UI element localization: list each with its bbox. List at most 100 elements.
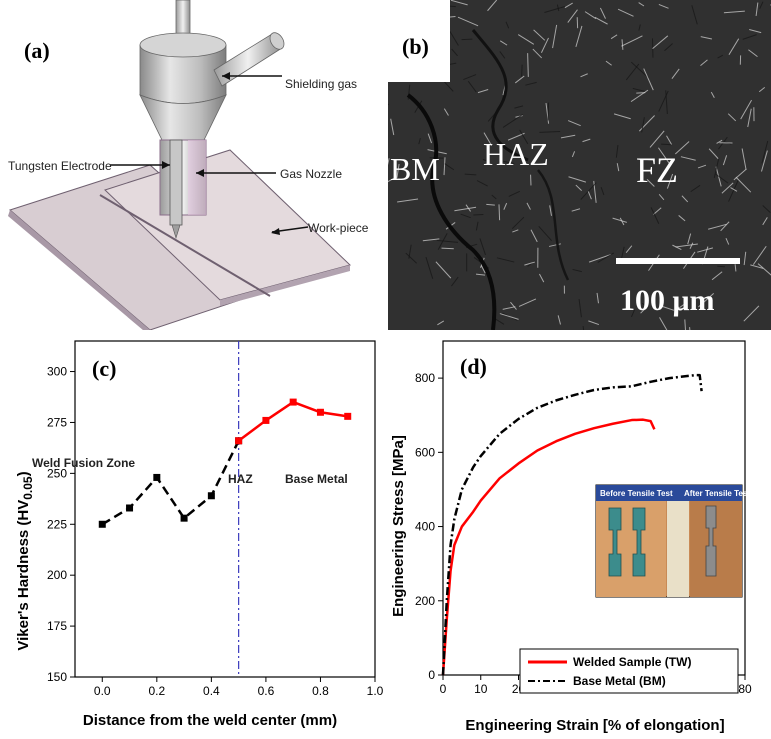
micrograph-lath bbox=[530, 229, 538, 243]
micrograph-lath bbox=[479, 238, 486, 256]
micrograph-lath bbox=[721, 182, 734, 194]
y-tick-label: 225 bbox=[47, 517, 67, 531]
micrograph-lath bbox=[723, 10, 745, 14]
micrograph-lath bbox=[526, 202, 531, 210]
micrograph-lath bbox=[482, 158, 490, 163]
panel-a-schematic: (a) Shielding gas Tungsten Electrode Gas… bbox=[0, 0, 380, 330]
chart-c-ylabel-main: Viker's Hardness (HV bbox=[15, 500, 32, 651]
micrograph-lath bbox=[499, 51, 506, 59]
micrograph-lath bbox=[658, 147, 670, 164]
chart-c-ylabel-sub: 0.05 bbox=[21, 476, 35, 500]
micrograph-lath bbox=[525, 81, 537, 86]
micrograph-lath bbox=[653, 207, 662, 215]
micrograph-lath bbox=[396, 163, 400, 178]
micrograph-lath bbox=[437, 320, 445, 326]
micrograph-lath bbox=[625, 245, 633, 254]
panel-c-hardness-chart: 0.0 0.2 0.4 0.6 0.8 1.0 150 175 200 225 250 275 300 … bbox=[0, 336, 385, 739]
x-tick-label: 1.0 bbox=[367, 684, 384, 698]
micrograph-lath bbox=[641, 117, 645, 133]
micrograph-lath bbox=[463, 74, 477, 81]
micrograph-lath bbox=[568, 176, 587, 183]
micrograph-texture bbox=[388, 0, 771, 330]
y-tick-label: 250 bbox=[47, 466, 67, 480]
inset-label-before: Before Tensile Test bbox=[600, 489, 673, 498]
micrograph-lath bbox=[759, 1, 764, 9]
data-point-marker bbox=[98, 520, 106, 528]
micrograph-lath bbox=[740, 99, 753, 120]
y-tick-label: 175 bbox=[47, 619, 67, 633]
annotation-weld-fusion-zone: Weld Fusion Zone bbox=[32, 456, 135, 470]
x-tick-label: 10 bbox=[474, 682, 488, 696]
micrograph-lath bbox=[750, 264, 764, 269]
specimen-before-2 bbox=[632, 507, 646, 577]
y-tick-label: 150 bbox=[47, 670, 67, 684]
micrograph-lath bbox=[717, 54, 724, 59]
micrograph-label-box bbox=[388, 0, 450, 82]
legend-label-base-metal: Base Metal (BM) bbox=[573, 674, 666, 688]
micrograph-lath bbox=[510, 301, 517, 310]
micrograph-lath bbox=[436, 239, 459, 243]
micrograph-lath bbox=[684, 319, 686, 330]
micrograph-lath bbox=[552, 24, 558, 49]
y-tick-label: 200 bbox=[47, 568, 67, 582]
photo-header-band bbox=[596, 485, 742, 501]
micrograph-lath bbox=[762, 205, 771, 214]
annotation-base-metal: Base Metal bbox=[285, 472, 348, 486]
micrograph-lath bbox=[678, 215, 686, 222]
micrograph-lath bbox=[582, 138, 591, 143]
annotation-work-piece: Work-piece bbox=[308, 221, 369, 235]
micrograph-lath bbox=[594, 16, 608, 25]
micrograph-lath bbox=[679, 303, 686, 309]
micrograph-lath bbox=[652, 35, 669, 50]
micrograph-lath bbox=[425, 256, 434, 279]
micrograph-lath bbox=[450, 0, 468, 6]
micrograph-lath bbox=[503, 202, 508, 210]
micrograph-lath bbox=[730, 187, 738, 192]
panel-b-label: (b) bbox=[402, 34, 429, 59]
hardness-chart: 0.0 0.2 0.4 0.6 0.8 1.0150175200225250275300 … bbox=[15, 340, 384, 729]
micrograph-lath bbox=[460, 213, 471, 219]
annotation-haz: HAZ bbox=[228, 472, 253, 486]
micrograph-lath bbox=[722, 155, 728, 166]
micrograph-lath bbox=[665, 90, 668, 115]
micrograph-lath bbox=[483, 132, 493, 147]
micrograph-lath bbox=[689, 327, 691, 330]
micrograph-lath bbox=[761, 140, 769, 164]
series-line-1 bbox=[441, 373, 703, 676]
chart-d-legend: Welded Sample (TW) Base Metal (BM) bbox=[519, 648, 739, 694]
micrograph-lath bbox=[499, 313, 519, 320]
arrowhead-shielding-gas bbox=[222, 72, 230, 80]
micrograph-lath bbox=[680, 156, 696, 161]
micrograph-lath bbox=[687, 233, 692, 245]
micrograph-lath bbox=[405, 252, 417, 264]
micrograph-lath bbox=[475, 273, 486, 276]
data-point-marker bbox=[289, 398, 297, 406]
y-tick-label: 275 bbox=[47, 415, 67, 429]
data-point-marker bbox=[235, 437, 243, 445]
micrograph-lath bbox=[698, 292, 715, 308]
micrograph-lath bbox=[755, 2, 759, 17]
chart-d-series bbox=[441, 373, 703, 676]
micrograph-lath bbox=[761, 150, 768, 172]
series-line-0 bbox=[441, 418, 656, 676]
panel-a-label: (a) bbox=[24, 38, 50, 63]
micrograph-lath bbox=[671, 68, 680, 80]
x-tick-label: 0.2 bbox=[148, 684, 165, 698]
micrograph-lath bbox=[641, 302, 649, 309]
torch-shaft bbox=[175, 0, 191, 36]
micrograph-lath bbox=[728, 179, 739, 202]
micrograph-lath bbox=[597, 252, 615, 263]
specimen-before-1 bbox=[608, 507, 622, 577]
y-tick-label: 300 bbox=[47, 365, 67, 379]
micrograph-lath bbox=[508, 190, 520, 197]
y-tick-label: 400 bbox=[415, 520, 435, 534]
micrograph-lath bbox=[467, 80, 477, 93]
micrograph-lath bbox=[503, 160, 515, 165]
micrograph-lath bbox=[725, 238, 730, 245]
chart-d-ylabel: Engineering Stress [MPa] bbox=[390, 435, 407, 617]
micrograph-lath bbox=[477, 89, 489, 94]
micrograph-lath bbox=[390, 118, 395, 136]
micrograph-lath bbox=[514, 75, 525, 84]
micrograph-lath bbox=[621, 35, 643, 47]
micrograph-lath bbox=[538, 226, 552, 242]
